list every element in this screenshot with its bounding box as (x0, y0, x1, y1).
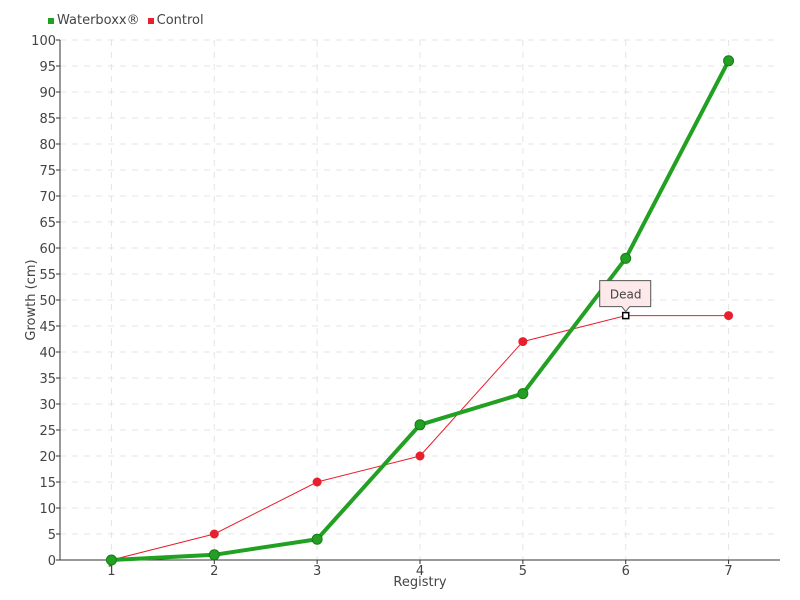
legend: Waterboxx® Control (48, 13, 204, 28)
y-axis-label: Growth (cm) (24, 259, 39, 340)
y-tick-label: 10 (39, 502, 56, 517)
x-tick-label: 2 (210, 564, 218, 579)
y-tick-label: 35 (39, 372, 56, 387)
data-point (312, 477, 322, 487)
data-point (105, 554, 117, 566)
legend-item-control[interactable]: Control (147, 13, 204, 28)
y-tick-label: 90 (39, 86, 56, 101)
data-point (620, 252, 632, 264)
y-tick-label: 60 (39, 242, 56, 257)
x-tick-label: 5 (519, 564, 527, 579)
legend-label: Waterboxx® (57, 13, 140, 28)
x-tick-label: 4 (416, 564, 424, 579)
y-tick-label: 100 (31, 34, 56, 49)
x-tick-label: 7 (724, 564, 732, 579)
data-point (208, 549, 220, 561)
data-point (209, 529, 219, 539)
x-axis-label: Registry (393, 575, 447, 590)
y-tick-label: 55 (39, 268, 56, 283)
y-tick-label: 30 (39, 398, 56, 413)
data-point (414, 419, 426, 431)
y-tick-label: 20 (39, 450, 56, 465)
y-tick-label: 45 (39, 320, 56, 335)
annotation-label: Dead (610, 288, 642, 302)
y-tick-label: 70 (39, 190, 56, 205)
y-tick-label: 5 (48, 528, 56, 543)
data-point (723, 55, 735, 67)
data-point-dead (621, 311, 630, 320)
data-point (311, 533, 323, 545)
legend-swatch (48, 17, 54, 24)
y-tick-label: 40 (39, 346, 56, 361)
y-tick-label: 85 (39, 112, 56, 127)
legend-item-waterboxx[interactable]: Waterboxx® (48, 13, 140, 28)
y-tick-label: 0 (48, 554, 56, 569)
y-tick-label: 95 (39, 60, 56, 75)
y-tick-label: 65 (39, 216, 56, 231)
y-tick-label: 15 (39, 476, 56, 491)
legend-swatch (147, 17, 154, 24)
y-tick-label: 50 (39, 294, 56, 309)
y-tick-label: 80 (39, 138, 56, 153)
y-tick-label: 25 (39, 424, 56, 439)
data-point (724, 311, 734, 321)
x-tick-label: 1 (107, 564, 115, 579)
x-tick-label: 3 (313, 564, 321, 579)
x-tick-label: 6 (622, 564, 630, 579)
data-point (518, 337, 528, 347)
y-tick-label: 75 (39, 164, 56, 179)
data-point (415, 451, 425, 461)
annotation-box (599, 280, 652, 313)
data-point (517, 388, 529, 400)
legend-label: Control (156, 13, 204, 28)
